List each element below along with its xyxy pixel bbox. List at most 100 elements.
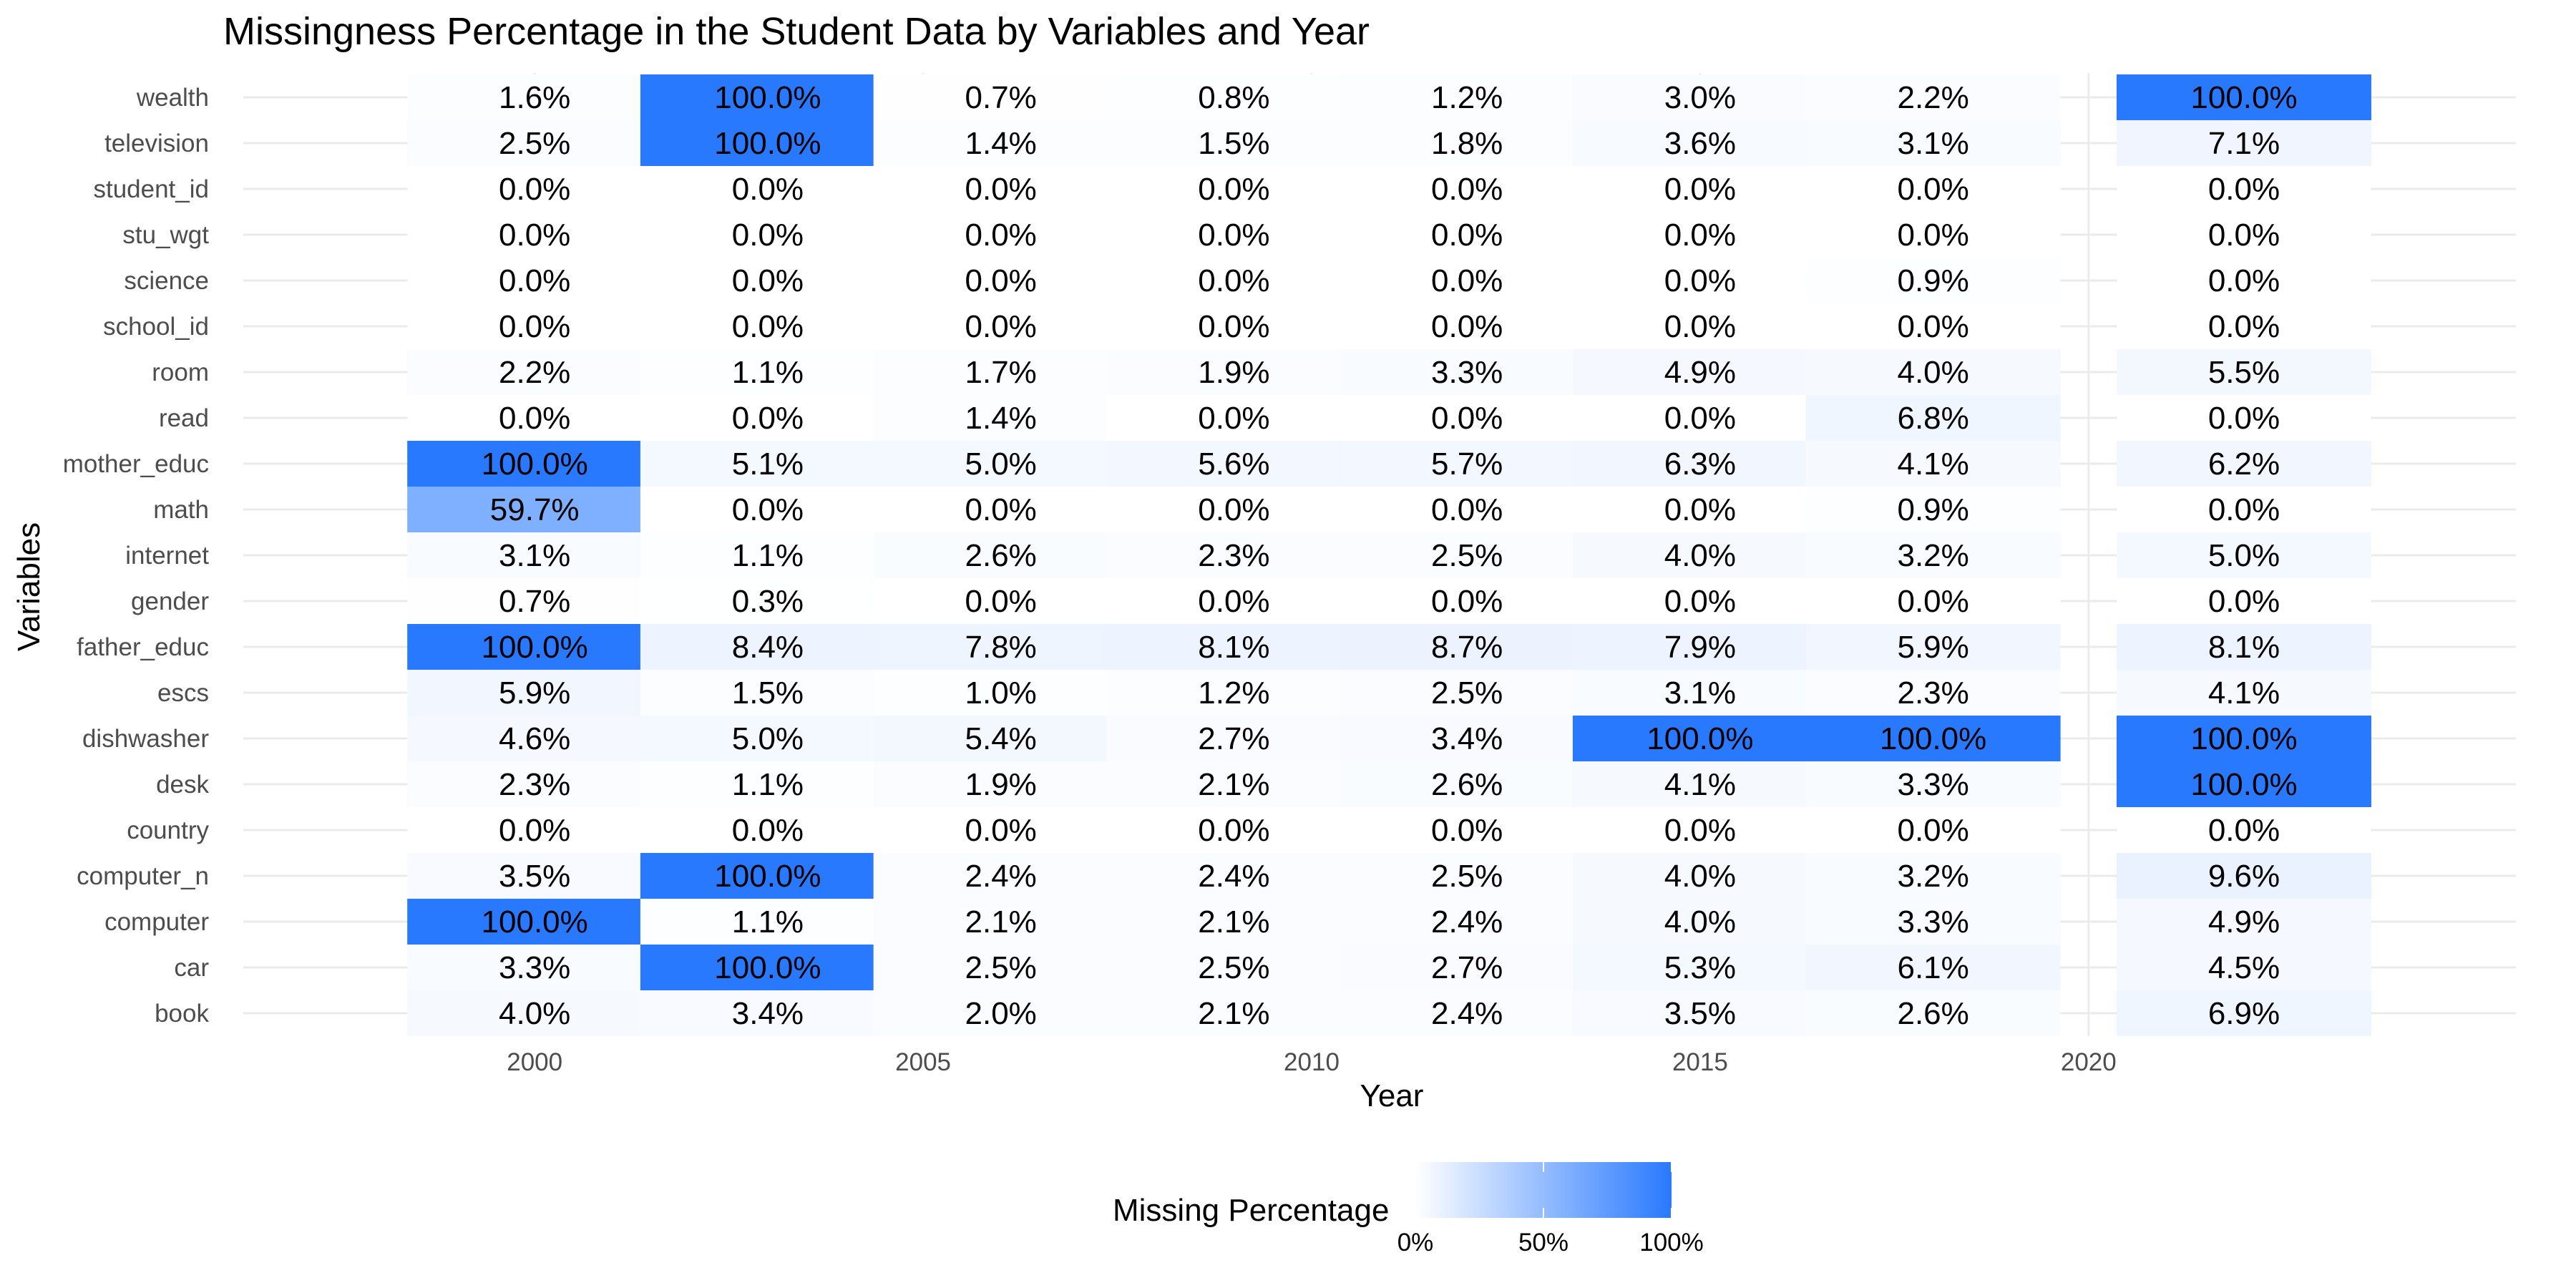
heatmap-cell bbox=[873, 578, 1128, 624]
heatmap-cell bbox=[2116, 349, 2371, 395]
cell-value-label: 8.1% bbox=[1198, 630, 1269, 665]
cell-value-label: 2.5% bbox=[499, 126, 570, 161]
cell-value-label: 5.6% bbox=[1198, 447, 1269, 482]
chart-title: Missingness Percentage in the Student Da… bbox=[223, 10, 1370, 53]
cell-value-label: 8.1% bbox=[2208, 630, 2280, 665]
heatmap-cell bbox=[2116, 441, 2371, 487]
cell-value-label: 0.0% bbox=[1897, 813, 1968, 848]
y-tick-label: science bbox=[124, 267, 209, 295]
heatmap-cell bbox=[640, 990, 895, 1036]
heatmap-cell bbox=[1340, 349, 1595, 395]
cell-value-label: 100.0% bbox=[714, 859, 821, 894]
cell-value-label: 0.0% bbox=[1431, 263, 1503, 298]
cell-value-label: 4.5% bbox=[2208, 950, 2280, 985]
cell-value-label: 0.0% bbox=[1897, 172, 1968, 207]
cell-value-label: 0.0% bbox=[1664, 401, 1736, 436]
cell-value-label: 3.2% bbox=[1897, 538, 1968, 573]
cell-value-label: 0.0% bbox=[499, 218, 570, 253]
cell-value-label: 4.1% bbox=[2208, 675, 2280, 711]
heatmap-cell bbox=[873, 761, 1128, 807]
cell-value-label: 100.0% bbox=[714, 80, 821, 115]
heatmap-cell bbox=[640, 945, 895, 990]
x-axis-ticks: 2000 2005 2010 2015 2020 bbox=[507, 1048, 2116, 1076]
heatmap-cell bbox=[1572, 349, 1828, 395]
cell-value-label: 1.6% bbox=[499, 80, 570, 115]
cell-value-label: 5.3% bbox=[1664, 950, 1736, 985]
heatmap-cell bbox=[1340, 624, 1595, 670]
heatmap-cell bbox=[2116, 716, 2371, 761]
cell-value-label: 5.1% bbox=[732, 447, 804, 482]
heatmap-cell bbox=[640, 487, 895, 532]
y-axis-ticks: wealth television student_id stu_wgtscience… bbox=[63, 84, 210, 1028]
heatmap-cell bbox=[640, 761, 895, 807]
heatmap-cell bbox=[640, 716, 895, 761]
heatmap-cell bbox=[873, 807, 1128, 853]
heatmap-cell bbox=[1805, 303, 2061, 349]
y-tick-label: computer_n bbox=[77, 862, 209, 890]
cell-value-label: 2.4% bbox=[1431, 996, 1503, 1031]
heatmap-cell bbox=[1106, 120, 1362, 166]
cell-value-label: 0.0% bbox=[1897, 584, 1968, 619]
cell-value-label: 0.0% bbox=[2208, 263, 2280, 298]
y-tick-label: father_educ bbox=[77, 633, 209, 661]
heatmap-cell bbox=[407, 487, 663, 532]
heatmap-cell bbox=[1572, 624, 1828, 670]
cell-value-label: 0.0% bbox=[1198, 309, 1269, 344]
cell-value-label: 2.4% bbox=[965, 859, 1037, 894]
y-tick-label: dishwasher bbox=[82, 725, 209, 753]
cell-value-label: 2.4% bbox=[1198, 859, 1269, 894]
heatmap-cell bbox=[1340, 532, 1595, 578]
heatmap-cell bbox=[1572, 761, 1828, 807]
cell-value-label: 4.6% bbox=[499, 721, 570, 756]
heatmap-cell bbox=[873, 487, 1128, 532]
heatmap-cell bbox=[2116, 624, 2371, 670]
heatmap-cell bbox=[1106, 716, 1362, 761]
y-tick-label: book bbox=[155, 1000, 209, 1028]
heatmap-cell bbox=[1805, 578, 2061, 624]
cell-value-label: 6.3% bbox=[1664, 447, 1736, 482]
cell-value-label: 0.0% bbox=[1431, 813, 1503, 848]
cell-value-label: 0.0% bbox=[499, 263, 570, 298]
heatmap-cell bbox=[1805, 441, 2061, 487]
heatmap-cell bbox=[407, 74, 663, 120]
cell-value-label: 5.7% bbox=[1431, 447, 1503, 482]
cell-value-label: 0.0% bbox=[732, 172, 804, 207]
heatmap-cell bbox=[1106, 258, 1362, 303]
heatmap-cell bbox=[873, 120, 1128, 166]
heatmap-cell bbox=[407, 578, 663, 624]
heatmap-cell bbox=[2116, 670, 2371, 716]
heatmap-cell bbox=[407, 899, 663, 945]
x-axis-title: Year bbox=[1360, 1078, 1424, 1113]
heatmap-cell bbox=[407, 349, 663, 395]
heatmap-cell bbox=[873, 899, 1128, 945]
heatmap-cell bbox=[1340, 716, 1595, 761]
heatmap-cell bbox=[1106, 990, 1362, 1036]
cell-value-label: 1.1% bbox=[732, 538, 804, 573]
cell-value-label: 100.0% bbox=[1880, 721, 1986, 756]
cell-value-label: 0.0% bbox=[499, 813, 570, 848]
heatmap-cell bbox=[640, 303, 895, 349]
cell-value-label: 3.0% bbox=[1664, 80, 1736, 115]
cell-value-label: 2.1% bbox=[1198, 996, 1269, 1031]
cell-value-label: 1.0% bbox=[965, 675, 1037, 711]
heatmap-cell bbox=[873, 395, 1128, 441]
heatmap-cell bbox=[1572, 258, 1828, 303]
heatmap-cell bbox=[2116, 166, 2371, 212]
cell-value-label: 4.1% bbox=[1897, 447, 1968, 482]
cell-value-label: 1.5% bbox=[732, 675, 804, 711]
heatmap-cell bbox=[1106, 761, 1362, 807]
heatmap-cell bbox=[1805, 853, 2061, 899]
cell-value-label: 0.0% bbox=[732, 218, 804, 253]
legend-title: Missing Percentage bbox=[1113, 1193, 1389, 1228]
cell-value-label: 5.0% bbox=[965, 447, 1037, 482]
cell-value-label: 0.0% bbox=[499, 309, 570, 344]
cell-value-label: 1.4% bbox=[965, 401, 1037, 436]
cell-value-label: 0.0% bbox=[2208, 218, 2280, 253]
cell-value-label: 0.0% bbox=[1431, 492, 1503, 527]
cell-value-label: 4.9% bbox=[2208, 904, 2280, 940]
heatmap-cell bbox=[1340, 899, 1595, 945]
heatmap-cell bbox=[407, 258, 663, 303]
cell-value-label: 3.1% bbox=[1664, 675, 1736, 711]
cell-value-label: 0.0% bbox=[965, 172, 1037, 207]
cell-value-label: 0.0% bbox=[1198, 813, 1269, 848]
